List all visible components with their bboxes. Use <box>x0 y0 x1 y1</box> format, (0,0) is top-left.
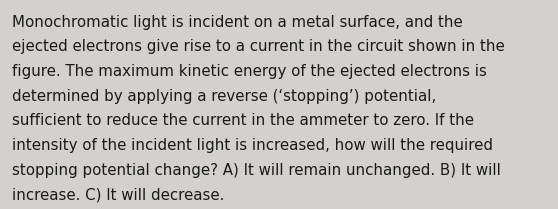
Text: ejected electrons give rise to a current in the circuit shown in the: ejected electrons give rise to a current… <box>12 39 505 54</box>
Text: sufficient to reduce the current in the ammeter to zero. If the: sufficient to reduce the current in the … <box>12 113 474 128</box>
Text: figure. The maximum kinetic energy of the ejected electrons is: figure. The maximum kinetic energy of th… <box>12 64 487 79</box>
Text: intensity of the incident light is increased, how will the required: intensity of the incident light is incre… <box>12 138 493 153</box>
Text: Monochromatic light is incident on a metal surface, and the: Monochromatic light is incident on a met… <box>12 15 463 30</box>
Text: stopping potential change? A) It will remain unchanged. B) It will: stopping potential change? A) It will re… <box>12 163 501 178</box>
Text: increase. C) It will decrease.: increase. C) It will decrease. <box>12 187 225 202</box>
Text: determined by applying a reverse (‘stopping’) potential,: determined by applying a reverse (‘stopp… <box>12 89 436 104</box>
